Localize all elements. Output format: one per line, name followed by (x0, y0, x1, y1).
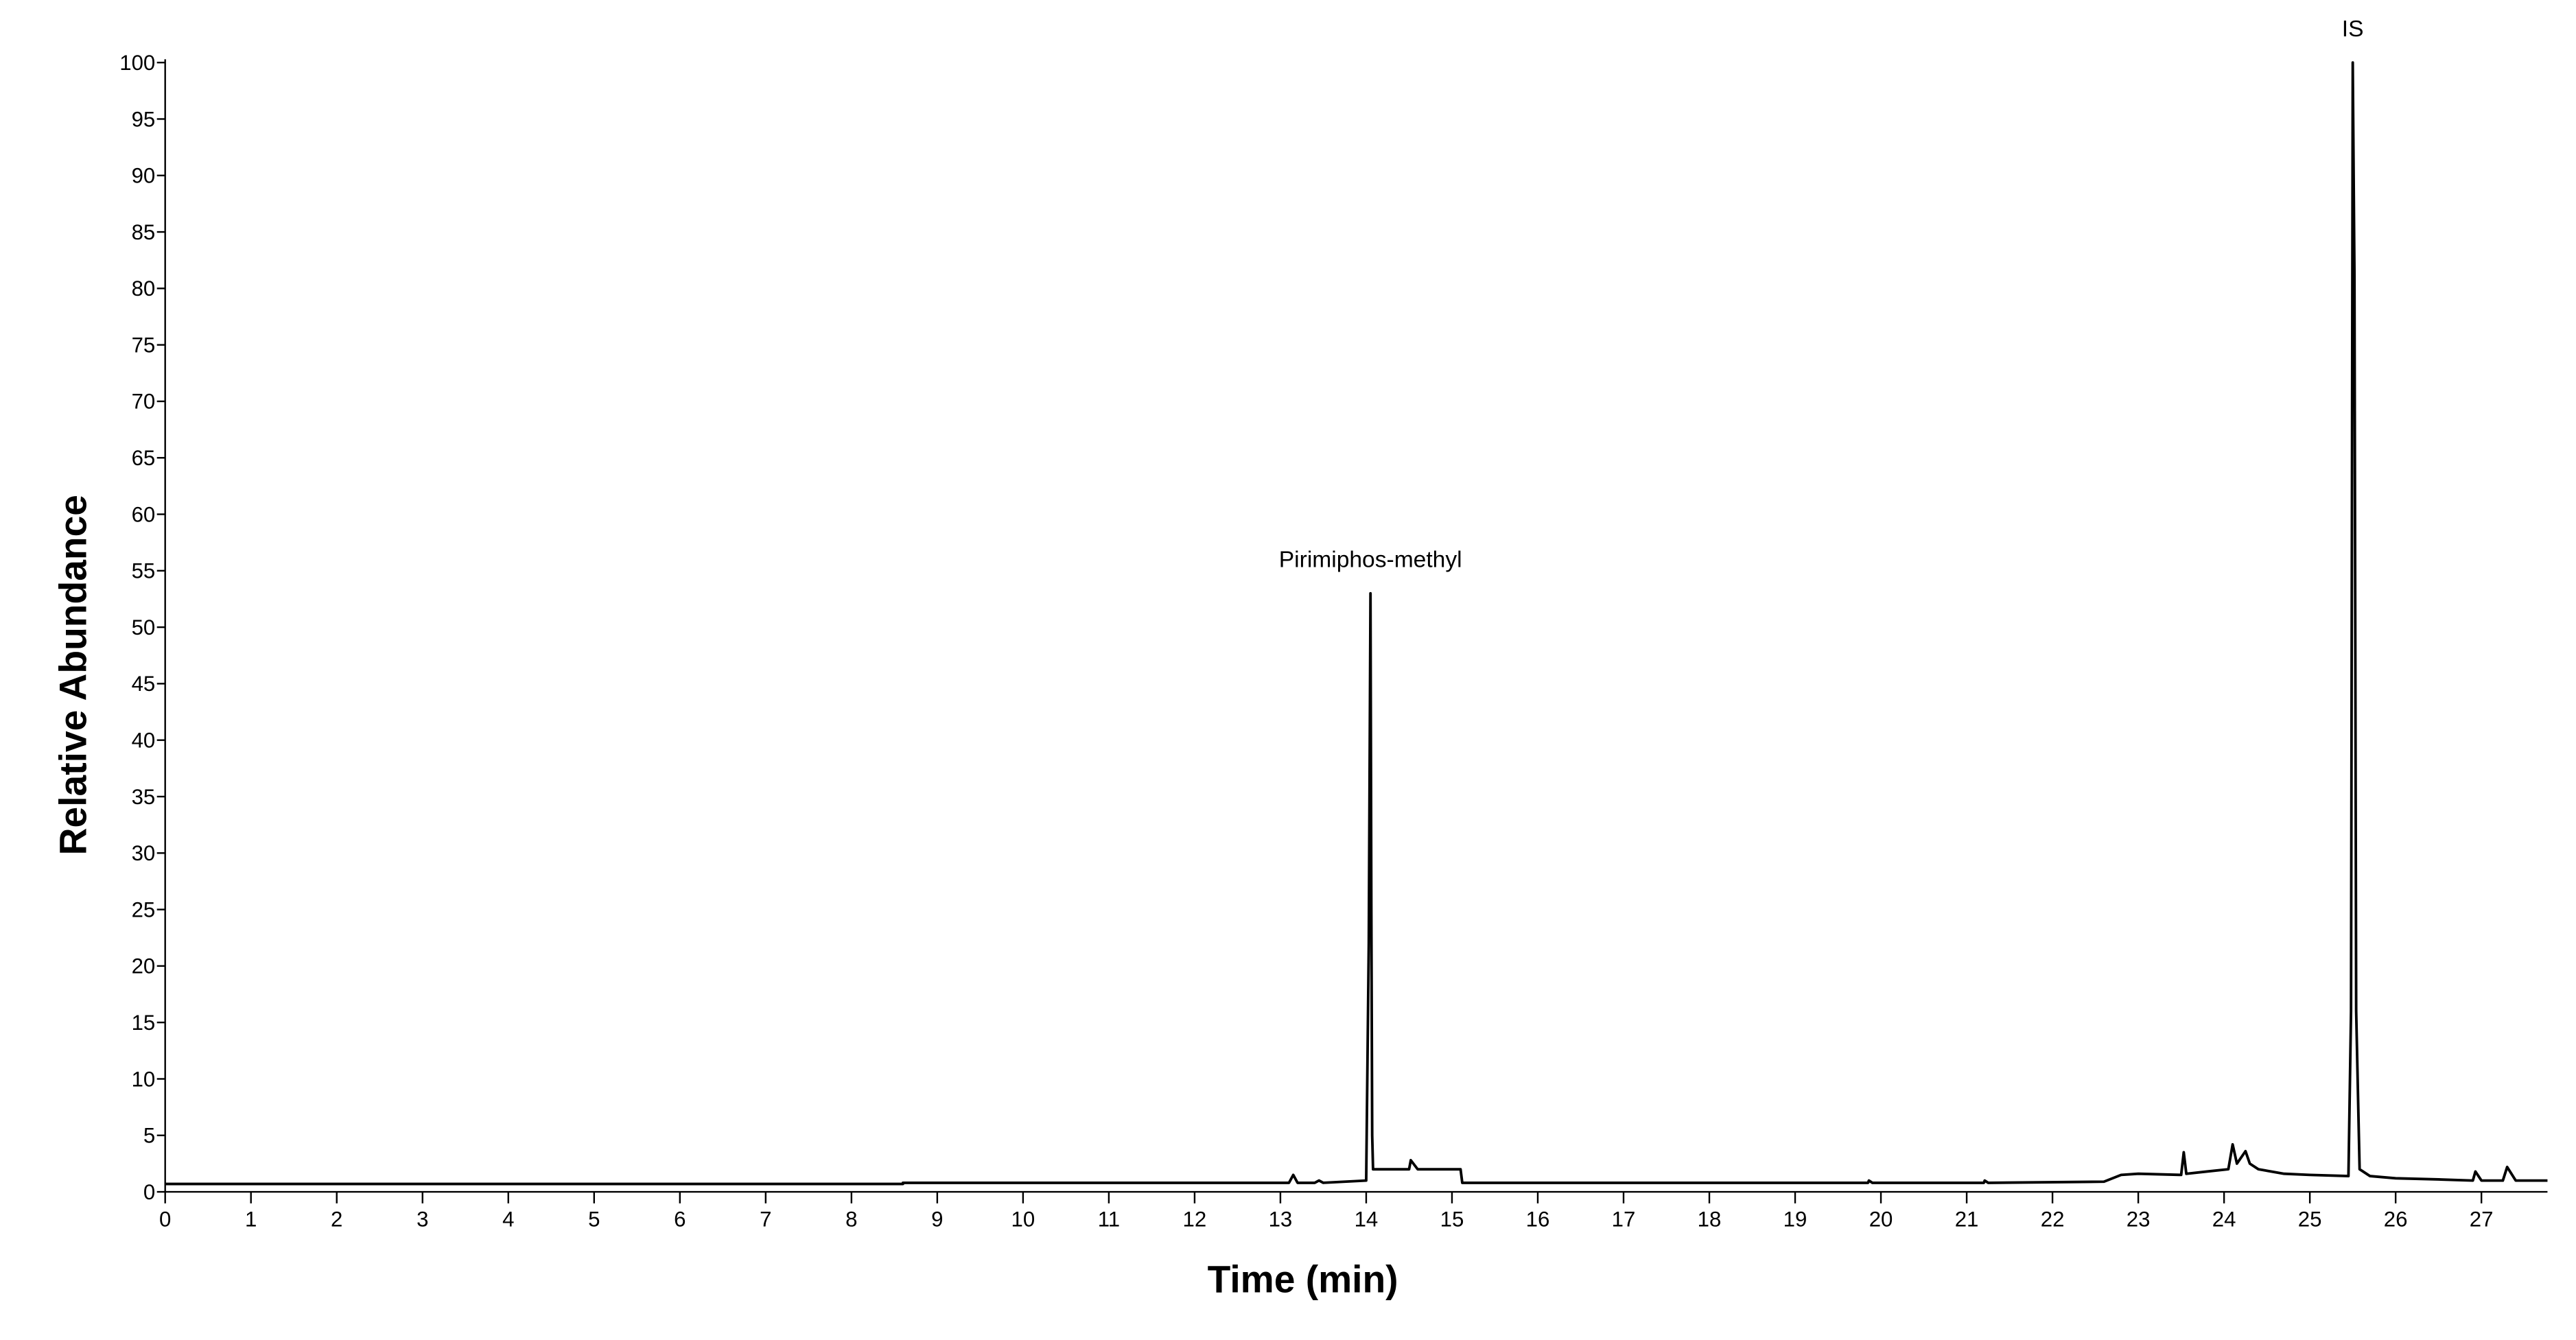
x-tick-label: 2 (331, 1207, 342, 1231)
x-tick-label: 9 (931, 1207, 943, 1231)
x-tick-label: 18 (1698, 1207, 1722, 1231)
x-tick-label: 16 (1526, 1207, 1550, 1231)
peak-annotation: Pirimiphos-methyl (1279, 547, 1462, 572)
x-tick-label: 5 (588, 1207, 600, 1231)
y-tick-label: 35 (132, 785, 156, 809)
y-tick-label: 60 (132, 502, 156, 526)
trace (165, 61, 2548, 1186)
y-tick-label: 45 (132, 672, 156, 696)
y-tick-label: 25 (132, 897, 156, 921)
y-tick-label: 75 (132, 333, 156, 357)
y-tick-label: 90 (132, 164, 156, 188)
x-tick-label: 8 (845, 1207, 857, 1231)
y-tick-label: 70 (132, 390, 156, 414)
x-tick-label: 4 (502, 1207, 514, 1231)
y-axis-title: Relative Abundance (52, 495, 95, 855)
y-tick-label: 80 (132, 277, 156, 301)
x-tick-label: 24 (2212, 1207, 2236, 1231)
y-tick-label: 40 (132, 729, 156, 753)
x-tick-label: 3 (417, 1207, 428, 1231)
x-tick-label: 12 (1183, 1207, 1207, 1231)
x-tick-label: 10 (1011, 1207, 1035, 1231)
x-tick-label: 1 (245, 1207, 257, 1231)
x-tick-label: 13 (1269, 1207, 1293, 1231)
y-tick-label: 85 (132, 220, 156, 244)
x-tick-label: 20 (1869, 1207, 1893, 1231)
x-tick-label: 23 (2127, 1207, 2151, 1231)
x-tick-label: 26 (2384, 1207, 2408, 1231)
x-tick-label: 0 (159, 1207, 171, 1231)
y-tick-label: 50 (132, 615, 156, 639)
y-tick-label: 30 (132, 841, 156, 865)
x-tick-label: 25 (2298, 1207, 2322, 1231)
x-tick-label: 11 (1098, 1207, 1120, 1231)
x-tick-label: 19 (1783, 1207, 1807, 1231)
x-tick-label: 14 (1355, 1207, 1379, 1231)
x-axis-title: Time (min) (1208, 1258, 1398, 1300)
y-tick-label: 55 (132, 559, 156, 583)
x-tick-label: 6 (674, 1207, 686, 1231)
y-tick-label: 5 (143, 1124, 155, 1148)
y-tick-label: 100 (119, 51, 155, 75)
x-tick-label: 21 (1955, 1207, 1979, 1231)
y-tick-label: 95 (132, 107, 156, 131)
y-tick-label: 15 (132, 1011, 156, 1035)
x-tick-label: 27 (2470, 1207, 2494, 1231)
y-tick-label: 10 (132, 1067, 156, 1091)
y-tick-label: 65 (132, 446, 156, 470)
y-tick-label: 0 (143, 1180, 155, 1204)
x-tick-label: 22 (2041, 1207, 2065, 1231)
x-tick-label: 7 (760, 1207, 771, 1231)
peak-annotation: IS (2342, 16, 2364, 42)
x-tick-label: 15 (1440, 1207, 1464, 1231)
x-tick-label: 17 (1612, 1207, 1636, 1231)
y-tick-label: 20 (132, 954, 156, 978)
